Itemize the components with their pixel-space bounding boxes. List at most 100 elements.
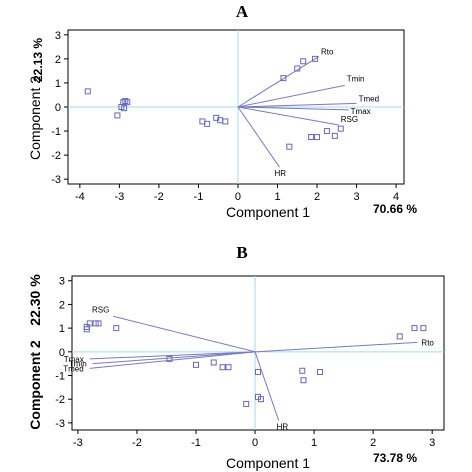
panel-b-point (257, 396, 264, 403)
panel-b-x-axis-label: Component 1 (226, 455, 310, 471)
panel-b-point (411, 325, 418, 332)
panel-b-point (83, 326, 90, 333)
panel-a-y-tick-label: -1 (51, 126, 61, 138)
panel-a-vector-tmax (237, 106, 349, 111)
panel-b-vector-label-rto: Rto (421, 338, 434, 347)
panel-a-y-tick-label: 3 (55, 30, 61, 42)
panel-b-vector-label-tmed: Tmed (63, 364, 83, 373)
panel-a-point (124, 99, 131, 106)
panel-b-point (317, 368, 323, 375)
panel-b-y-variance: 22.30 % (27, 274, 43, 326)
panel-a-point (308, 134, 315, 141)
panel-a-y-tick-label: -3 (51, 174, 61, 186)
panel-b-x-tick-label: 1 (311, 437, 317, 449)
panel-a-point (121, 105, 128, 112)
panel-a-x-tick-label: -1 (194, 191, 204, 203)
panel-a-point (294, 65, 301, 72)
panel-a-vector-label-rto: Rto (321, 47, 334, 56)
panel-b-x-tick-label: 0 (252, 437, 258, 449)
panel-a-vector-tmin (237, 84, 345, 108)
panel-a-point (114, 112, 121, 119)
panel-b-y-tick-label: 3 (59, 276, 65, 288)
panel-a-vector-label-rsg: RSG (341, 115, 358, 124)
panel-a-x-tick-label: 0 (235, 191, 241, 203)
panel-a-point (331, 132, 338, 139)
panel-b-point (219, 364, 226, 371)
panel-a-y-tick-label: 0 (55, 102, 61, 114)
panel-b-point (396, 333, 403, 340)
panel-a-point (323, 128, 330, 135)
panel-b-point (225, 364, 232, 371)
panel-a-point (280, 75, 287, 82)
panel-b-point (166, 355, 173, 362)
panel-a-point (286, 143, 293, 150)
panel-b-vector-label-hr: HR (277, 423, 289, 432)
panel-a-point (84, 88, 91, 95)
panel-b-x-tick-label: 2 (370, 437, 376, 449)
panel-b-point (255, 368, 261, 375)
panel-a-title: A (236, 2, 249, 21)
panel-b-y-axis-label: Component 2 (27, 340, 43, 430)
panel-b-x-tick-label: 3 (429, 437, 435, 449)
panel-a-x-tick-label: 1 (274, 191, 280, 203)
panel-a-vector-tmed (237, 102, 357, 108)
panel-a-vector-rto (237, 56, 320, 108)
panel-b-vector-label-rsg: RSG (92, 305, 109, 314)
panel-b-x-tick-label: -1 (191, 437, 201, 449)
panel-b-point (299, 367, 306, 374)
panel-b-point (86, 320, 93, 327)
panel-a-vector-hr (237, 106, 280, 168)
panel-a-point (204, 120, 211, 127)
panel-a-vector-label-tmin: Tmin (347, 74, 365, 83)
panel-a-point (300, 58, 307, 65)
panel-b-vector-tmax (89, 351, 256, 360)
panel-b-vector-label-tmax: Tmax (64, 355, 84, 364)
panel-b-point (113, 325, 120, 332)
panel-a-x-tick-label: 2 (314, 191, 320, 203)
panel-b-x-tick-label: -3 (73, 437, 83, 449)
panel-b-vector-rsg (113, 315, 256, 353)
panel-a-point (314, 134, 321, 141)
panel-b-y-tick-label: 0 (59, 347, 65, 359)
panel-b-vector-rto (255, 341, 418, 353)
panel-b-y-tick-label: 2 (59, 299, 65, 311)
panel-a-vector-label-hr: HR (274, 169, 286, 178)
panel-a-x-tick-label: -3 (114, 191, 124, 203)
panel-b-x-tick-label: -2 (132, 437, 142, 449)
panel-a-x-variance: 70.66 % (373, 202, 417, 216)
panel-a-x-tick-label: 4 (393, 191, 399, 203)
panel-b-point (243, 400, 250, 407)
panel-b-y-tick-label: 1 (59, 323, 65, 335)
panel-a-y-tick-label: 2 (55, 54, 61, 66)
panel-a-x-axis-label: Component 1 (226, 204, 310, 220)
panel-b-vector-tmin (92, 351, 256, 365)
panel-a-vector-label-tmax: Tmax (351, 107, 371, 116)
panel-a-y-tick-label: -2 (51, 150, 61, 162)
panel-b-y-tick-label: -2 (55, 394, 65, 406)
panel-a-point (337, 125, 344, 132)
panel-a-y-variance: 22.13 % (31, 38, 45, 82)
panel-a-point (122, 97, 129, 104)
panel-b-point (95, 320, 102, 327)
panel-b-vector-label-tmin: Tmin (69, 360, 87, 369)
panel-b-point (420, 325, 427, 332)
panel-b-y-tick-label: -3 (55, 418, 65, 430)
panel-b-point (193, 361, 199, 368)
panel-a-point (312, 55, 319, 62)
panel-b-point (210, 359, 217, 366)
panel-b-x-variance: 73.78 % (373, 451, 417, 465)
panel-b-y-tick-label: -1 (55, 371, 65, 383)
panel-a-point (222, 118, 229, 125)
panel-a-x-tick-label: -2 (154, 191, 164, 203)
panel-a-y-tick-label: 1 (55, 78, 61, 90)
panel-b-point (300, 377, 307, 384)
panel-b-title: B (236, 243, 247, 262)
panel-a-vector-rsg (237, 106, 339, 126)
panel-b-plot-frame (71, 275, 445, 431)
panel-b-vector-hr (254, 351, 280, 421)
panel-a-vector-label-tmed: Tmed (359, 94, 379, 103)
panel-a-x-tick-label: -4 (75, 191, 85, 203)
